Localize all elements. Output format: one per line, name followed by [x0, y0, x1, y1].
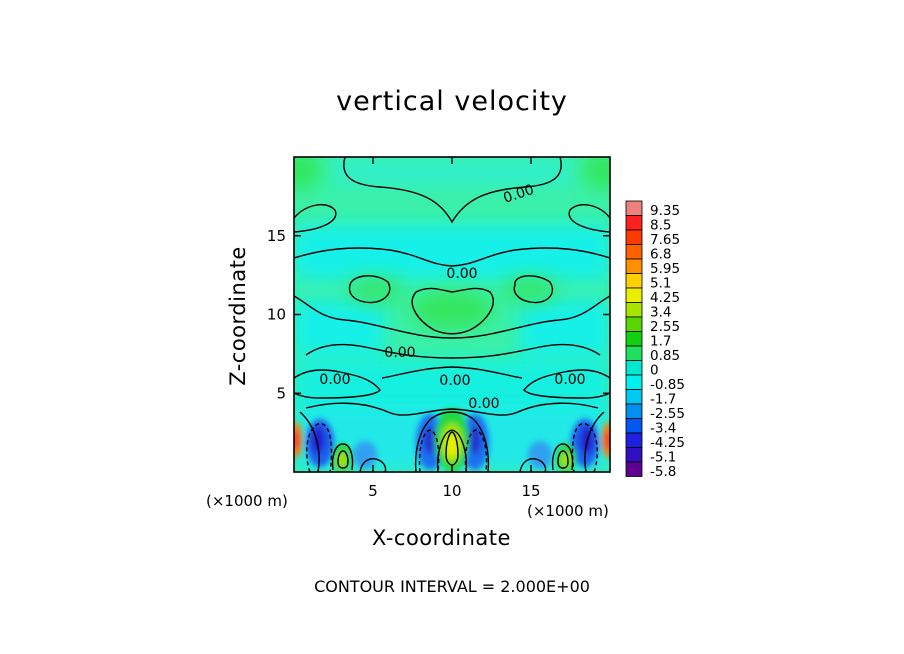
colorbar-level-label: 5.1 [650, 276, 671, 292]
contour-label: 0.00 [384, 345, 415, 361]
colorbar-swatch [625, 447, 643, 463]
x-unit-label-right: (×1000 m) [527, 502, 609, 520]
negative-contour-lines [306, 423, 598, 472]
colorbar-swatch [625, 418, 643, 434]
contour-label: 0.00 [446, 266, 477, 282]
colorbar-swatch [625, 287, 643, 303]
field-updraft-downdraft-cores [294, 408, 610, 472]
contour-label: 0.00 [554, 372, 585, 388]
colorbar-swatch [625, 374, 643, 390]
colorbar-level-label: 1.7 [650, 334, 671, 350]
x-tick-label: 10 [442, 482, 461, 500]
colorbar-level-label: -4.25 [650, 435, 685, 451]
colorbar-level-label: -2.55 [650, 406, 685, 422]
x-unit-label: (×1000 m) [206, 492, 288, 510]
colorbar-swatch [625, 316, 643, 332]
field-green-regions [294, 157, 610, 330]
colorbar-level-label: 0.85 [650, 348, 680, 364]
colorbar-swatch [625, 461, 643, 477]
x-tick-label: 5 [368, 482, 378, 500]
colorbar-swatch [625, 360, 643, 376]
colorbar-level-label: -3.4 [650, 421, 676, 437]
y-axis-label: Z-coordinate [226, 246, 250, 386]
colorbar-swatch [625, 403, 643, 419]
y-tick-label: 5 [276, 384, 286, 402]
contour-interval-note: CONTOUR INTERVAL = 2.000E+00 [314, 577, 590, 596]
colorbar: 9.358.57.656.85.955.14.253.42.551.70.850… [625, 200, 685, 480]
colorbar-swatch [625, 273, 643, 289]
colorbar-level-label: 9.35 [650, 203, 680, 219]
velocity-field [294, 157, 610, 472]
y-tick-label: 15 [267, 227, 286, 245]
contour-label: 0.00 [439, 373, 470, 389]
colorbar-level-label: 7.65 [650, 232, 680, 248]
chart-title: vertical velocity [336, 86, 568, 117]
axis-ticks: 5 10 15 5 10 15 [267, 157, 610, 500]
x-tick-label: 15 [521, 482, 540, 500]
x-axis-label: X-coordinate [372, 526, 511, 550]
contour-label: 0.00 [319, 372, 350, 388]
colorbar-swatch [625, 200, 643, 216]
colorbar-level-label: -5.8 [650, 464, 676, 480]
colorbar-swatch [625, 229, 643, 245]
colorbar-swatch [625, 258, 643, 274]
colorbar-level-label: -1.7 [650, 392, 676, 408]
colorbar-swatch [625, 432, 643, 448]
colorbar-swatch [625, 244, 643, 260]
colorbar-level-label: 3.4 [650, 305, 671, 321]
colorbar-level-label: 2.55 [650, 319, 680, 335]
colorbar-swatch [625, 215, 643, 231]
colorbar-swatch [625, 345, 643, 361]
contour-labels: 0.000.000.000.00 0.000.000.00 [319, 182, 585, 412]
colorbar-swatch [625, 331, 643, 347]
colorbar-level-label: 0 [650, 363, 659, 379]
colorbar-swatch [625, 389, 643, 405]
colorbar-level-label: 6.8 [650, 247, 671, 263]
colorbar-level-label: -5.1 [650, 450, 676, 466]
colorbar-level-label: 4.25 [650, 290, 680, 306]
colorbar-level-label: -0.85 [650, 377, 685, 393]
colorbar-level-label: 5.95 [650, 261, 680, 277]
contour-label: 0.00 [468, 396, 499, 412]
colorbar-level-label: 8.5 [650, 218, 671, 234]
colorbar-swatch [625, 302, 643, 318]
y-tick-label: 10 [267, 306, 286, 324]
